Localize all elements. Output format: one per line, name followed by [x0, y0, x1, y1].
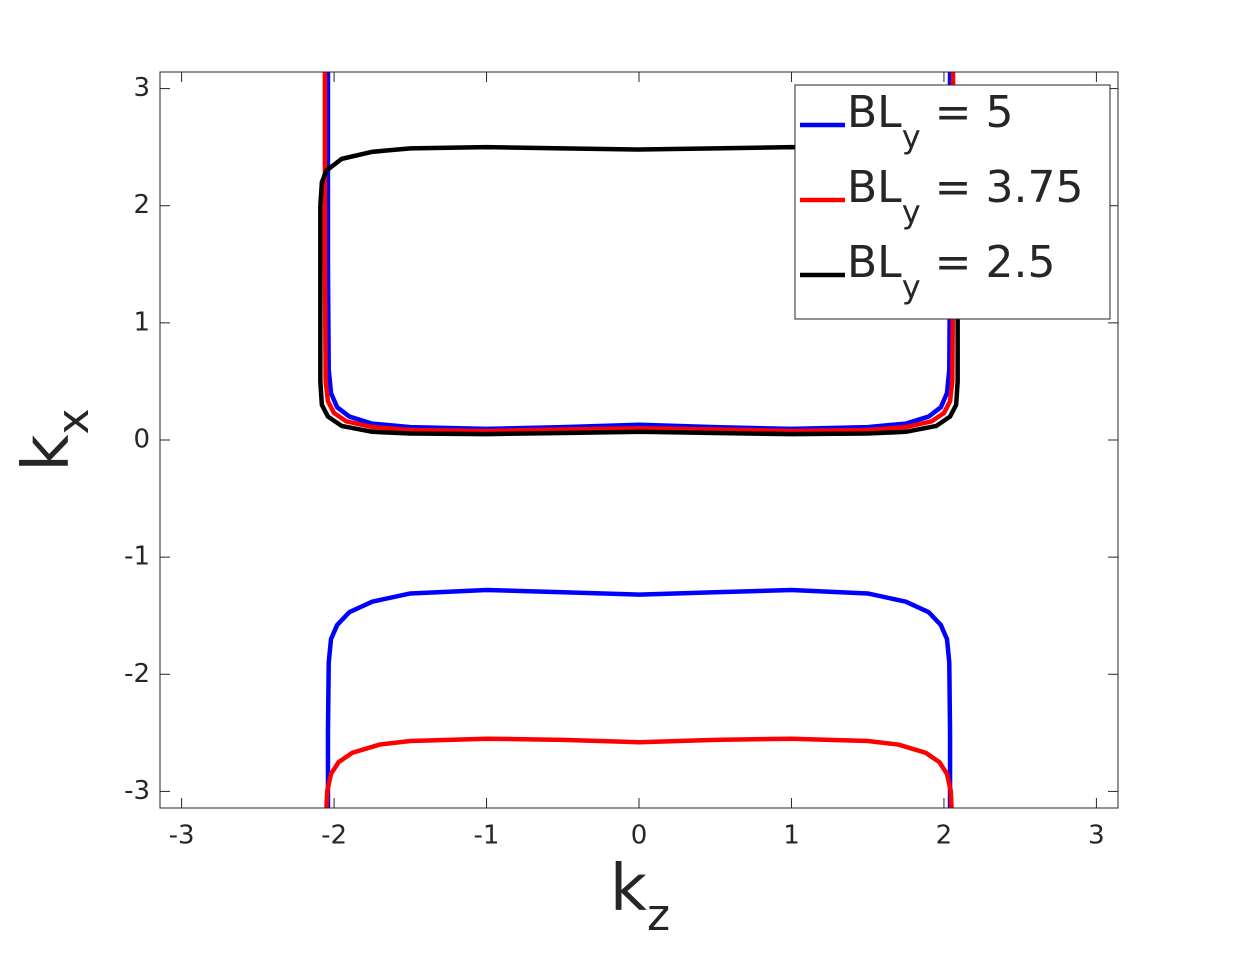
legend-label: BLy = 2.5: [847, 237, 1055, 306]
legend-box: [794, 84, 1111, 320]
x-tick-label: 2: [936, 821, 953, 851]
legend-sub: y: [902, 268, 921, 306]
y-tick-label: -3: [124, 776, 150, 806]
y-tick-label: 3: [133, 73, 150, 103]
y-tick-label: 1: [133, 307, 150, 337]
axes-box: [159, 71, 1119, 809]
y-axis-label: kx: [10, 408, 99, 471]
x-tick-label: -3: [169, 821, 195, 851]
x-tick-label: -1: [474, 821, 500, 851]
series-line: [318, 144, 960, 437]
y-tick-label: 0: [133, 425, 150, 455]
y-tick-label: -2: [124, 659, 150, 689]
x-tick-label: -2: [321, 821, 347, 851]
series-line: [325, 72, 953, 808]
legend-base: BL: [847, 162, 902, 213]
series-line: [322, 72, 956, 808]
legend-label: BLy = 3.75: [847, 162, 1083, 231]
x-label-base: k: [610, 852, 647, 926]
y-label-base: k: [10, 434, 84, 471]
legend-rest: = 5: [921, 87, 1014, 138]
x-axis-label: kz: [610, 852, 670, 941]
legend-sub: y: [902, 118, 921, 156]
legend-rest: = 2.5: [921, 237, 1056, 288]
y-label-sub: x: [48, 408, 99, 434]
legend-sub: y: [902, 193, 921, 231]
x-tick-label: 3: [1088, 821, 1105, 851]
y-tick-label: 2: [133, 190, 150, 220]
x-tick-label: 1: [783, 821, 800, 851]
x-tick-label: 0: [631, 821, 648, 851]
legend-base: BL: [847, 237, 902, 288]
legend-base: BL: [847, 87, 902, 138]
y-tick-label: -1: [124, 542, 150, 572]
legend-label: BLy = 5: [847, 87, 1013, 156]
legend-rest: = 3.75: [921, 162, 1084, 213]
x-label-sub: z: [647, 890, 670, 941]
